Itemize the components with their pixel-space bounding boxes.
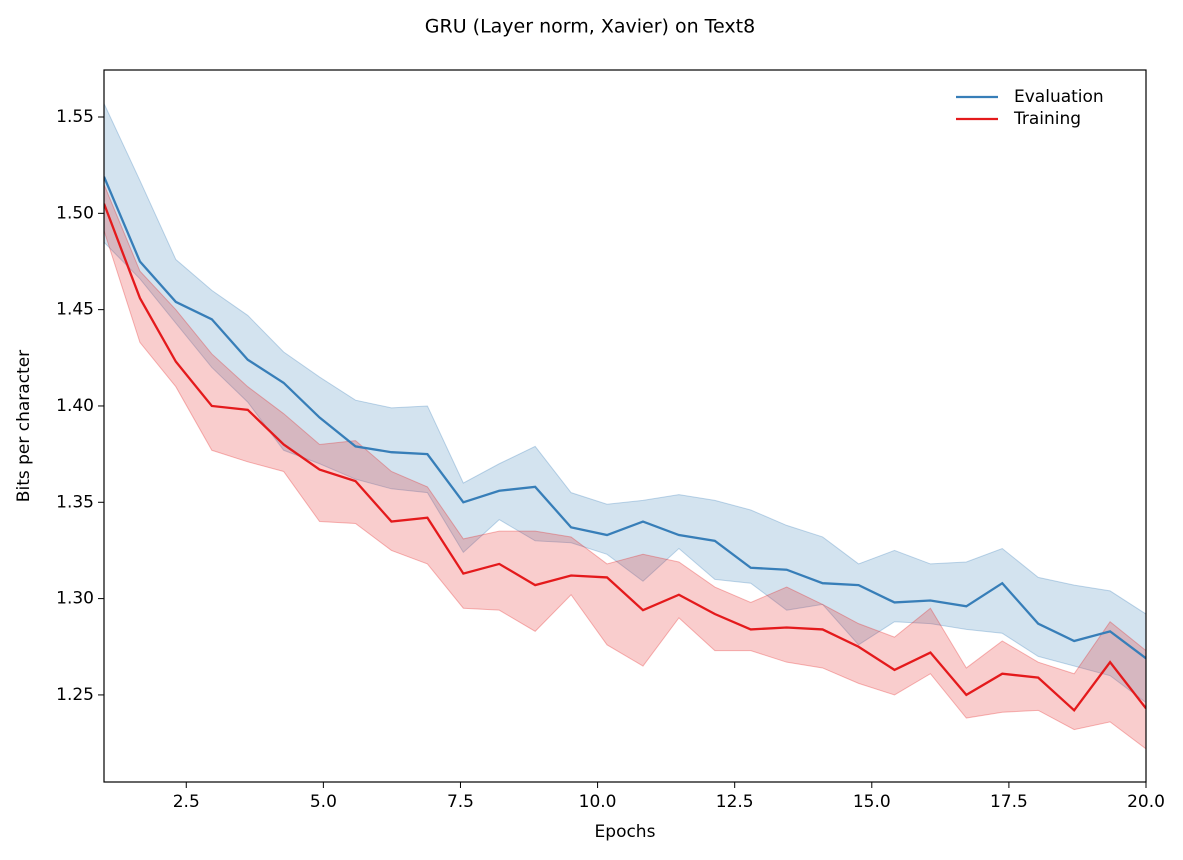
error-band	[104, 103, 1146, 704]
x-axis-label: Epochs	[595, 822, 656, 842]
legend-label: Training	[1013, 109, 1081, 129]
legend-label: Evaluation	[1014, 87, 1104, 107]
x-tick-label: 20.0	[1127, 792, 1165, 812]
y-axis-label: Bits per character	[14, 350, 34, 502]
y-tick-label: 1.40	[56, 396, 94, 416]
y-tick-label: 1.45	[56, 300, 94, 320]
plot-area	[104, 103, 1146, 750]
y-tick-label: 1.55	[56, 107, 94, 127]
chart-title: GRU (Layer norm, Xavier) on Text8	[425, 16, 755, 38]
y-tick-label: 1.25	[56, 685, 94, 705]
y-tick-label: 1.30	[56, 589, 94, 609]
line	[104, 203, 1146, 713]
line	[104, 176, 1146, 660]
x-tick-label: 10.0	[579, 792, 617, 812]
x-tick-label: 17.5	[990, 792, 1028, 812]
x-tick-label: 12.5	[716, 792, 754, 812]
x-tick-label: 7.5	[447, 792, 474, 812]
error-band	[104, 184, 1146, 750]
x-tick-label: 15.0	[853, 792, 891, 812]
x-tick-label: 5.0	[310, 792, 337, 812]
plot-frame	[103, 69, 1147, 783]
y-tick-label: 1.50	[56, 203, 94, 223]
y-tick-label: 1.35	[56, 492, 94, 512]
x-tick-label: 2.5	[173, 792, 200, 812]
